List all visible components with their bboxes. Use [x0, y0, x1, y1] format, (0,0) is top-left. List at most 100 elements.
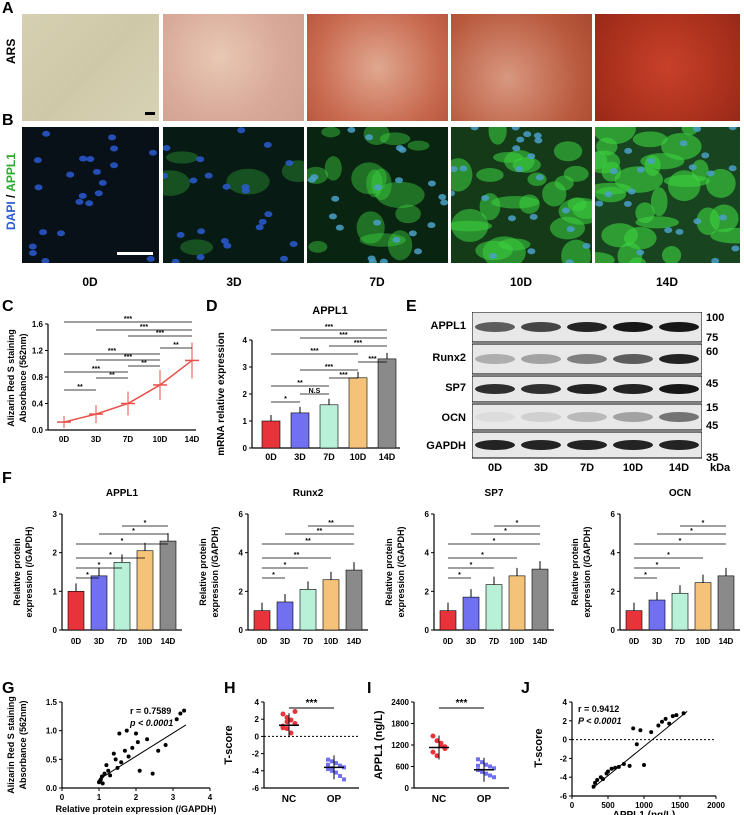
j-y-tick-label: 2: [563, 717, 568, 726]
f3-sig-5-text: *: [702, 520, 705, 527]
d-bar-3D: [290, 412, 310, 449]
dapi-nucleus: [427, 180, 436, 187]
dapi-nucleus: [706, 170, 715, 177]
panel-label-f: F: [2, 470, 12, 487]
mw-60: 60: [706, 346, 719, 358]
dapi-nucleus: [220, 238, 229, 245]
dapi-nucleus: [196, 156, 205, 163]
j-point: [631, 726, 636, 731]
h-y-tick-label: -2: [252, 750, 260, 759]
f1-sig-4-text: **: [317, 528, 323, 535]
dapi-nucleus: [66, 171, 75, 178]
i-y-tick-label: 1200: [391, 741, 409, 750]
wb-band: [659, 322, 699, 332]
appl1-signal: [376, 181, 425, 208]
f1-x-tick-label: 10D: [324, 637, 339, 646]
dapi-nucleus: [264, 211, 273, 218]
f0-x-tick-label: 10D: [138, 637, 153, 646]
i-y-tick-label: 0: [405, 784, 410, 793]
dapi-nucleus: [241, 187, 250, 194]
dapi-nucleus: [515, 166, 524, 173]
g-point: [134, 731, 138, 736]
g-x-tick-label: 4: [208, 793, 213, 802]
f0-x-tick-label: 7D: [117, 637, 127, 646]
d-y-tick-label: 4: [243, 336, 248, 345]
dapi-nucleus: [197, 228, 206, 235]
f1-sig-0-text: *: [272, 572, 275, 579]
f3-ylabel-2: expression (/GAPDH): [582, 526, 592, 617]
wb-label-ocn: OCN: [441, 412, 466, 424]
g-y-tick-label: 0.0: [46, 784, 58, 793]
j-stat-r: r = 0.9412: [578, 704, 619, 714]
dapi-nucleus: [204, 172, 213, 179]
f0-y-tick-label: 0: [53, 626, 58, 635]
wb-band: [567, 412, 607, 422]
chart-f-runx2: 0 2 4 6 Runx2 Relative protein expression (/GA…: [198, 488, 368, 646]
d-title: APPL1: [312, 305, 347, 317]
panel-label-c: C: [2, 298, 14, 315]
f0-x-tick-label: 3D: [94, 637, 104, 646]
appl1-signal: [356, 211, 385, 244]
row-label-dapi-appl1: DAPI / APPL1: [4, 153, 18, 230]
appl1-signal: [576, 252, 615, 269]
wb-band: [659, 440, 699, 450]
dapi-nucleus: [701, 152, 710, 159]
f2-y-tick-label: 0: [425, 626, 430, 635]
h-x-tick-label: OP: [327, 794, 342, 805]
dapi-nucleus: [711, 257, 720, 264]
c-x-tick-label: 10D: [153, 435, 168, 444]
i-op-point: [484, 771, 488, 776]
f0-bar-7D: [113, 562, 131, 631]
appl1-signal: [650, 187, 668, 217]
i-op-point: [480, 768, 484, 773]
g-xlabel: Relative protein expression (/GAPDH): [55, 804, 216, 814]
chart-g: 0.0 0.5 1.0 1.5 0 1 2 3 4 Relative protein expres…: [6, 696, 217, 814]
j-point: [634, 742, 639, 747]
dapi-nucleus: [392, 236, 401, 243]
g-ylabel-2: Absorbance (562nm): [18, 700, 28, 789]
i-nc-point: [438, 740, 444, 746]
dapi-nucleus: [196, 254, 205, 261]
h-sig: ***: [306, 698, 318, 709]
j-point: [609, 766, 614, 771]
wb-band: [567, 384, 607, 394]
f1-x-tick-label: 3D: [280, 637, 290, 646]
dapi-nucleus: [535, 174, 544, 181]
wb-lane-14d: 14D: [668, 462, 690, 474]
dapi-nucleus: [470, 124, 479, 131]
d-y-tick-label: 2: [243, 390, 248, 399]
g-point: [108, 773, 113, 778]
tp-label-0d: 0D: [82, 275, 98, 289]
h-op-point: [330, 759, 334, 764]
f3-y-tick-label: 0: [611, 626, 616, 635]
dapi-nucleus: [529, 213, 538, 220]
h-op-point: [330, 768, 334, 773]
wb-lane-0d: 0D: [487, 462, 503, 474]
j-point: [656, 723, 661, 728]
wb-band: [475, 384, 515, 394]
g-point: [113, 757, 118, 762]
f0-x-tick-label: 14D: [161, 637, 176, 646]
panel-label-a: A: [2, 0, 14, 17]
wb-label-appl1: APPL1: [430, 320, 466, 332]
wb-band: [659, 354, 699, 364]
dapi-nucleus: [408, 230, 417, 237]
dapi-nucleus: [110, 145, 119, 152]
i-op-point: [476, 763, 480, 768]
tp-label-3d: 3D: [226, 275, 242, 289]
g-point: [178, 711, 183, 716]
f0-ylabel-2: expression (/GAPDH): [24, 526, 34, 617]
d-sig-8-text: ***: [339, 332, 347, 339]
f3-x-tick-label: 10D: [696, 637, 711, 646]
f3-title: OCN: [669, 488, 691, 499]
h-y-tick-label: 0: [255, 732, 260, 741]
dapi-nucleus: [527, 153, 536, 160]
panel-label-j: J: [521, 680, 530, 697]
d-x-tick-label: 7D: [323, 452, 335, 462]
f0-y-tick-label: 2: [53, 549, 58, 558]
g-point: [117, 731, 122, 736]
h-op-point: [338, 763, 342, 768]
f1-bar-3D: [276, 601, 294, 631]
wb-label-gapdh: GAPDH: [426, 440, 466, 452]
dapi-nucleus: [237, 127, 246, 134]
